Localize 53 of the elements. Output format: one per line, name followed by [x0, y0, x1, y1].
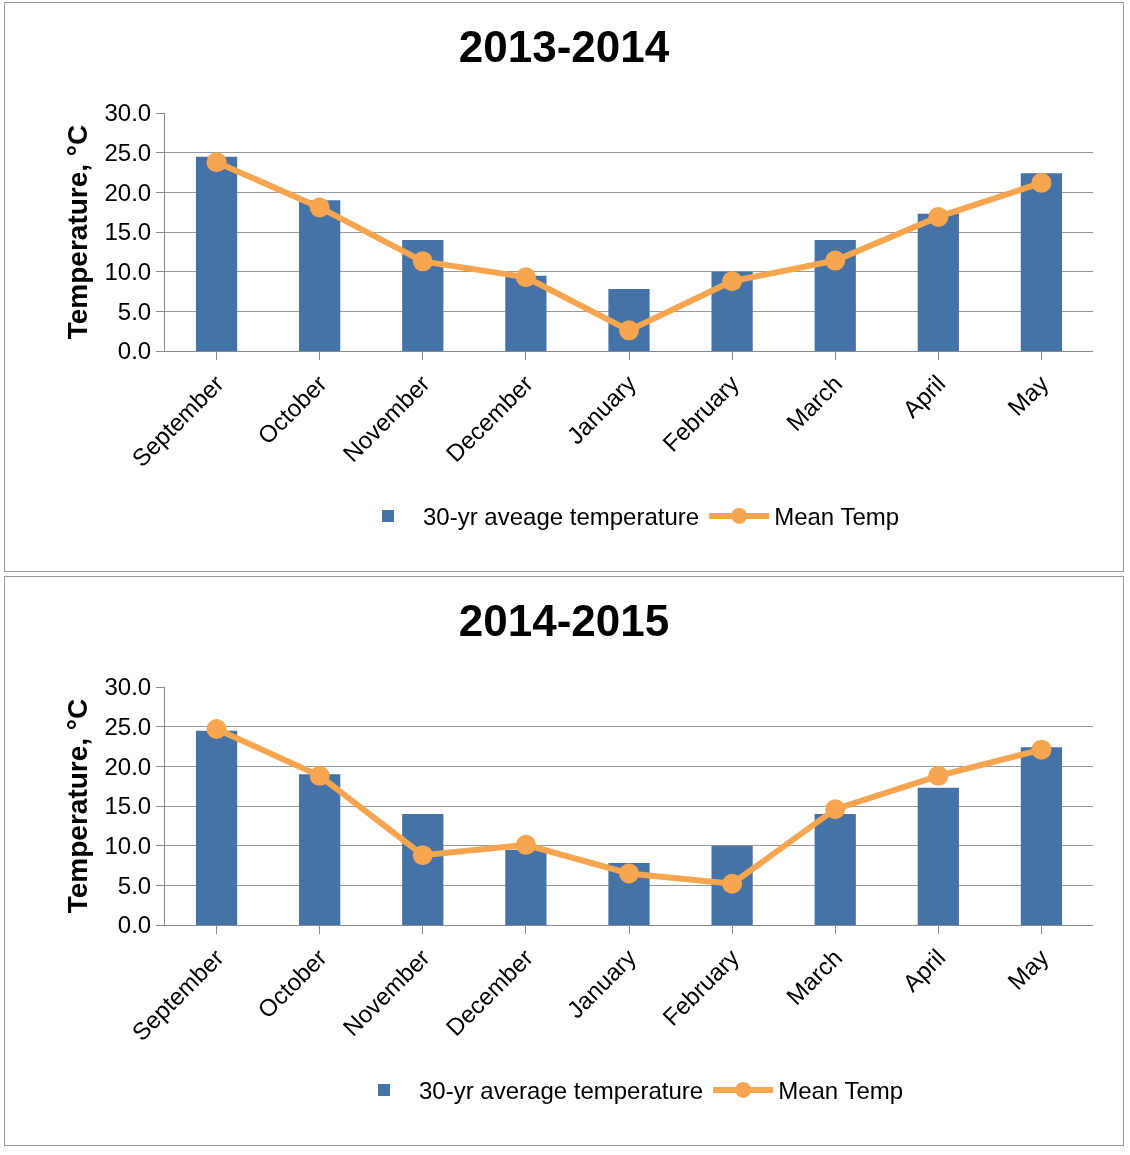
point: [619, 863, 639, 884]
point: [309, 765, 330, 786]
legend-label: 30-yr aveage temperature: [423, 503, 700, 531]
point: [206, 152, 227, 173]
point: [825, 799, 846, 820]
bar: [1020, 747, 1063, 925]
bar: [505, 275, 547, 351]
legend-label: 30-yr average temperature: [419, 1077, 704, 1105]
x-tick-label: May: [1002, 943, 1054, 995]
point: [309, 197, 330, 218]
point: [515, 834, 536, 855]
point: [515, 267, 536, 288]
point: [928, 765, 949, 786]
chart-title: 2014-2015: [458, 596, 670, 646]
y-tick-label: 15.0: [104, 218, 152, 246]
bar: [505, 849, 547, 925]
point: [412, 251, 433, 272]
point: [722, 271, 743, 292]
y-axis-title: Temperature, °C: [62, 698, 94, 914]
y-tick-label: 20.0: [104, 178, 152, 206]
y-tick-label: 0.0: [117, 911, 152, 939]
point: [206, 719, 227, 740]
y-tick-label: 10.0: [104, 832, 152, 860]
y-tick-label: 25.0: [104, 713, 152, 741]
bar: [195, 156, 238, 351]
bar: [1020, 173, 1063, 351]
point: [928, 206, 949, 227]
y-tick-label: 10.0: [104, 258, 152, 286]
legend-label: Mean Temp: [778, 1077, 904, 1105]
bar: [814, 813, 856, 925]
y-tick-label: 5.0: [117, 297, 152, 325]
point: [1031, 172, 1052, 193]
bar: [299, 200, 341, 351]
bar: [299, 774, 341, 925]
bar: [195, 730, 238, 925]
x-tick-label: May: [1002, 369, 1054, 421]
bar: [402, 239, 444, 351]
y-tick-label: 30.0: [104, 99, 152, 127]
y-tick-label: 20.0: [104, 752, 152, 780]
point: [1031, 739, 1052, 760]
y-tick-label: 0.0: [117, 337, 152, 365]
bar: [814, 239, 856, 351]
y-tick-label: 5.0: [117, 871, 152, 899]
chart-title: 2013-2014: [458, 22, 670, 72]
point: [825, 250, 846, 271]
y-tick-label: 15.0: [104, 792, 152, 820]
y-tick-label: 25.0: [104, 139, 152, 167]
y-tick-label: 30.0: [104, 673, 152, 701]
y-axis-title: Temperature, °C: [62, 124, 94, 340]
legend-label: Mean Temp: [774, 503, 900, 531]
bar: [917, 787, 959, 925]
point: [412, 845, 433, 866]
bar: [917, 213, 959, 351]
